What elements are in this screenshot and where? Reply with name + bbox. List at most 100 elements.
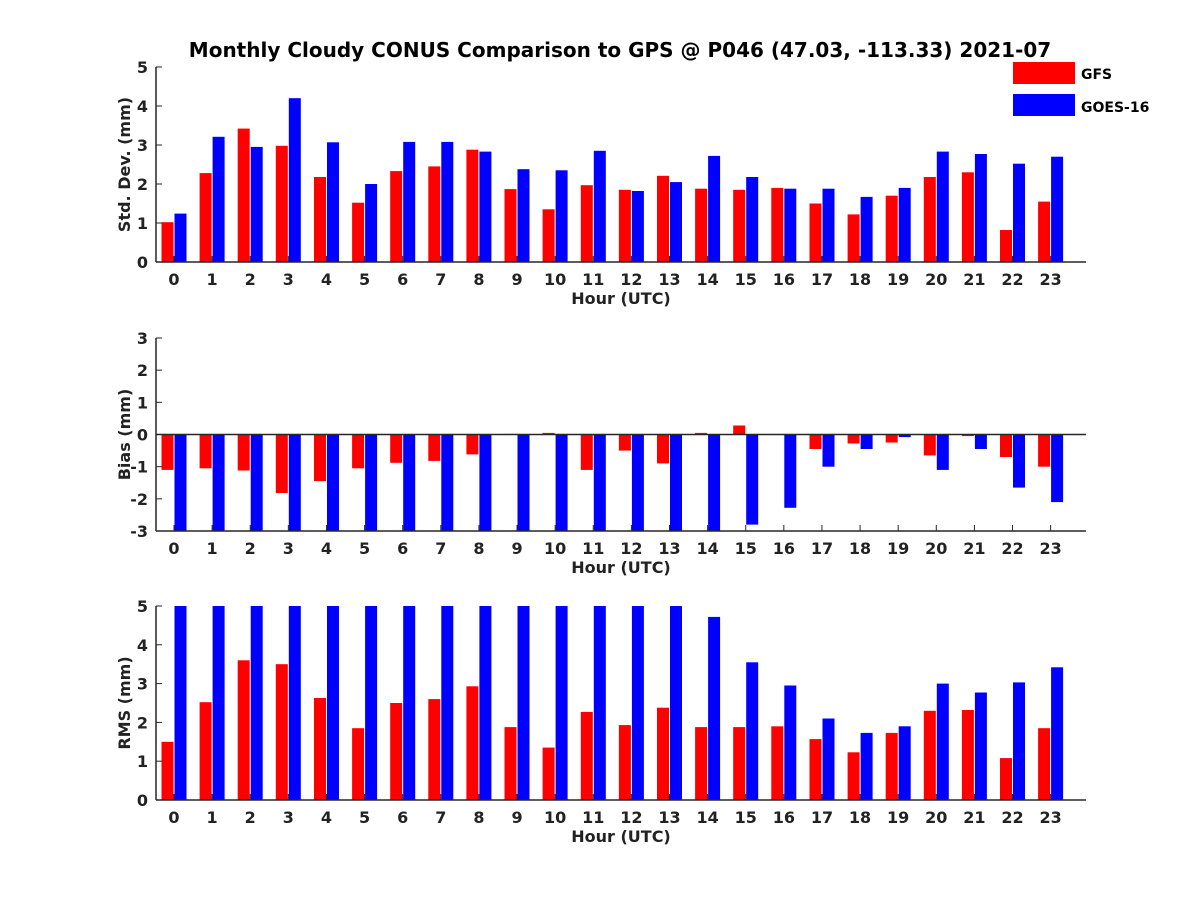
- rms-xtick-label: 20: [925, 808, 947, 827]
- std-bar-gfs-15: [733, 189, 746, 262]
- rms-bar-gfs-0: [161, 741, 174, 800]
- std-x-axis-label: Hour (UTC): [571, 289, 671, 308]
- std-ytick-label: 5: [137, 58, 148, 77]
- rms-bar-gfs-9: [504, 727, 517, 800]
- rms-bar-gfs-4: [314, 698, 326, 800]
- bias-bar-gfs-2: [237, 434, 250, 471]
- bias-xtick-label: 7: [435, 539, 446, 558]
- bias-xtick-label: 1: [207, 539, 218, 558]
- rms-ytick-label: 5: [137, 597, 148, 616]
- std-xtick-label: 8: [473, 270, 484, 289]
- rms-bar-gfs-12: [618, 725, 631, 800]
- rms-bar-goes16-12: [631, 606, 644, 800]
- bias-bar-goes16-15: [746, 434, 759, 525]
- rms-ytick-label: 4: [137, 636, 148, 655]
- bias-xtick-label: 16: [773, 539, 795, 558]
- rms-bar-goes16-10: [555, 606, 568, 800]
- rms-bar-goes16-22: [1013, 682, 1025, 800]
- std-bar-goes16-15: [746, 177, 759, 262]
- rms-y-axis-label: RMS (mm): [115, 656, 134, 749]
- bias-bar-goes16-10: [555, 434, 568, 531]
- std-ytick-label: 4: [137, 97, 148, 116]
- std-bar-goes16-2: [250, 146, 263, 262]
- bias-bar-goes16-1: [212, 434, 225, 531]
- bias-xtick-label: 9: [511, 539, 522, 558]
- bias-bar-gfs-10: [542, 432, 555, 435]
- bias-bar-goes16-5: [365, 434, 378, 531]
- rms-bar-gfs-13: [657, 707, 669, 800]
- bias-xtick-label: 15: [735, 539, 757, 558]
- bias-bar-goes16-14: [708, 434, 721, 531]
- rms-xtick-label: 13: [658, 808, 680, 827]
- rms-bar-goes16-16: [784, 685, 797, 800]
- std-bar-gfs-6: [390, 171, 403, 262]
- bias-bar-goes16-12: [631, 434, 644, 531]
- std-bar-gfs-3: [275, 145, 288, 262]
- std-xtick-label: 15: [735, 270, 757, 289]
- rms-ytick-label: 0: [137, 791, 148, 810]
- rms-xtick-label: 2: [245, 808, 256, 827]
- rms-bar-goes16-4: [327, 606, 339, 800]
- rms-xtick-label: 15: [735, 808, 757, 827]
- std-bar-gfs-8: [466, 149, 479, 262]
- rms-xtick-label: 12: [620, 808, 642, 827]
- std-bar-goes16-0: [174, 213, 187, 262]
- std-bar-goes16-3: [288, 98, 301, 262]
- bias-xtick-label: 14: [696, 539, 718, 558]
- std-bar-gfs-11: [580, 185, 593, 262]
- std-bar-gfs-14: [695, 188, 708, 262]
- std-y-axis-label: Std. Dev. (mm): [115, 97, 134, 232]
- rms-bar-goes16-11: [593, 606, 606, 800]
- rms-xtick-label: 21: [963, 808, 985, 827]
- legend-label-goes16: GOES-16: [1081, 100, 1149, 116]
- std-bar-gfs-10: [542, 209, 555, 262]
- bias-xtick-label: 23: [1040, 539, 1062, 558]
- std-xtick-label: 21: [963, 270, 985, 289]
- rms-xtick-label: 17: [811, 808, 833, 827]
- std-bar-gfs-4: [314, 177, 326, 262]
- std-bar-gfs-18: [847, 214, 860, 262]
- bias-xtick-label: 18: [849, 539, 871, 558]
- bias-xtick-label: 22: [1001, 539, 1023, 558]
- std-bar-goes16-5: [365, 184, 378, 262]
- bias-bar-goes16-2: [250, 434, 263, 531]
- bias-bar-goes16-6: [403, 434, 416, 531]
- bias-bar-gfs-20: [923, 434, 936, 456]
- std-xtick-label: 17: [811, 270, 833, 289]
- rms-bar-gfs-21: [961, 710, 974, 800]
- std-xtick-label: 18: [849, 270, 871, 289]
- bias-xtick-label: 11: [582, 539, 604, 558]
- rms-bar-goes16-18: [860, 732, 873, 800]
- rms-bar-goes16-1: [212, 606, 225, 800]
- std-ytick-label: 1: [137, 214, 148, 233]
- std-bar-goes16-9: [517, 169, 530, 262]
- bias-ytick-label: 0: [137, 426, 148, 445]
- rms-bar-gfs-8: [466, 686, 479, 800]
- std-bar-gfs-2: [237, 128, 250, 262]
- std-xtick-label: 19: [887, 270, 909, 289]
- std-xtick-label: 1: [207, 270, 218, 289]
- legend: GFS GOES-16: [1013, 62, 1149, 116]
- std-xtick-label: 20: [925, 270, 947, 289]
- bias-bar-goes16-18: [860, 434, 873, 449]
- rms-bar-goes16-2: [250, 606, 263, 800]
- std-xtick-label: 14: [696, 270, 718, 289]
- std-xtick-label: 3: [283, 270, 294, 289]
- std-bar-goes16-4: [327, 142, 339, 262]
- std-ytick-label: 0: [137, 253, 148, 272]
- std-bar-goes16-14: [708, 155, 721, 262]
- std-xtick-label: 12: [620, 270, 642, 289]
- std-bar-goes16-23: [1051, 156, 1064, 262]
- rms-xtick-label: 11: [582, 808, 604, 827]
- bias-bar-goes16-17: [822, 434, 835, 467]
- std-xtick-label: 0: [168, 270, 179, 289]
- bias-xtick-label: 6: [397, 539, 408, 558]
- rms-bar-gfs-14: [695, 727, 708, 800]
- rms-xtick-label: 7: [435, 808, 446, 827]
- std-bar-goes16-19: [898, 187, 911, 262]
- bias-y-axis-label: Bias (mm): [115, 389, 134, 481]
- rms-xtick-label: 4: [321, 808, 332, 827]
- std-bar-goes16-6: [403, 141, 416, 262]
